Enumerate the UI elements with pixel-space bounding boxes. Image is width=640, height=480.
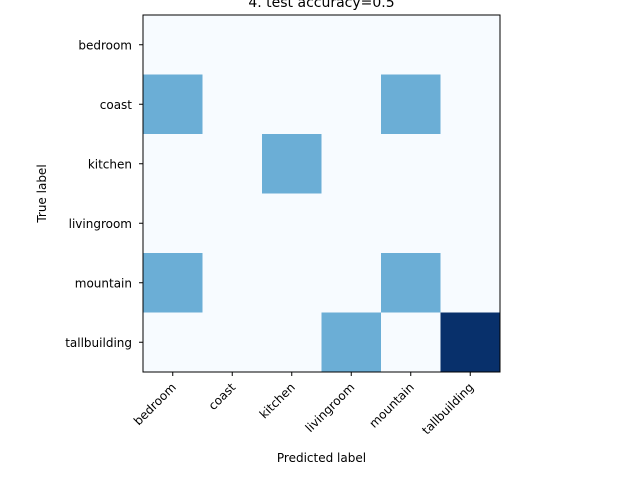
x-tick-label: bedroom: [131, 380, 179, 428]
chart-title: 4. test accuracy=0.5: [248, 0, 394, 11]
plot-frame: [142, 14, 501, 373]
heatmap-cell-coast-coast: [202, 74, 263, 135]
heatmap-cell-kitchen-kitchen: [262, 134, 322, 194]
heatmap-cell-mountain-livingroom: [321, 253, 382, 313]
heatmap-cell-tallbuilding-tallbuilding: [440, 312, 501, 373]
y-tick-label: livingroom: [69, 217, 132, 231]
y-tick-label: kitchen: [88, 157, 132, 171]
x-tick-label: mountain: [366, 380, 416, 430]
x-tick-label: tallbuilding: [419, 380, 476, 437]
heatmap-cell-kitchen-coast: [202, 134, 263, 194]
y-tick-label: tallbuilding: [65, 336, 132, 350]
heatmap-cell-bedroom-livingroom: [321, 15, 382, 75]
heatmap-cell-kitchen-tallbuilding: [440, 134, 501, 194]
heatmap-cell-bedroom-mountain: [381, 15, 441, 75]
heatmap-cell-bedroom-kitchen: [262, 15, 322, 75]
heatmap-cell-coast-mountain: [381, 74, 441, 135]
heatmap-cell-livingroom-mountain: [381, 193, 441, 254]
heatmap-cell-bedroom-tallbuilding: [440, 15, 501, 75]
y-tick-label: bedroom: [78, 38, 132, 52]
heatmap-cell-mountain-coast: [202, 253, 263, 313]
heatmap-cell-coast-tallbuilding: [440, 74, 501, 135]
heatmap-cell-kitchen-mountain: [381, 134, 441, 194]
x-axis-ticks: bedroom coast kitchen livingroom mountain tal…: [131, 372, 476, 437]
y-tick-label: coast: [100, 98, 133, 112]
y-axis-label: True label: [35, 164, 49, 223]
heatmap-cell-kitchen-livingroom: [321, 134, 382, 194]
x-tick-label: coast: [206, 380, 239, 413]
heatmap-cell-livingroom-livingroom: [321, 193, 382, 254]
heatmap-cell-coast-bedroom: [143, 74, 203, 135]
y-axis-ticks: bedroom coast kitchen livingroom mountain tal…: [65, 38, 143, 350]
heatmap-cell-tallbuilding-livingroom: [321, 312, 382, 373]
x-tick-label: kitchen: [257, 380, 298, 421]
heatmap-cells: [143, 15, 501, 373]
heatmap-cell-tallbuilding-coast: [202, 312, 263, 373]
heatmap-cell-tallbuilding-bedroom: [143, 312, 203, 373]
heatmap-cell-bedroom-coast: [202, 15, 263, 75]
heatmap-cell-bedroom-bedroom: [143, 15, 203, 75]
heatmap-cell-livingroom-coast: [202, 193, 263, 254]
heatmap-cell-coast-livingroom: [321, 74, 382, 135]
heatmap-cell-mountain-bedroom: [143, 253, 203, 313]
heatmap-cell-coast-kitchen: [262, 74, 322, 135]
heatmap-cell-mountain-kitchen: [262, 253, 322, 313]
x-tick-label: livingroom: [303, 380, 358, 435]
heatmap-cell-mountain-tallbuilding: [440, 253, 501, 313]
heatmap-cell-tallbuilding-mountain: [381, 312, 441, 373]
y-tick-label: mountain: [75, 276, 132, 290]
x-axis-label: Predicted label: [277, 451, 366, 465]
heatmap-cell-tallbuilding-kitchen: [262, 312, 322, 373]
heatmap-cell-livingroom-tallbuilding: [440, 193, 501, 254]
heatmap-cell-mountain-mountain: [381, 253, 441, 313]
heatmap-cell-livingroom-bedroom: [143, 193, 203, 254]
heatmap-cell-kitchen-bedroom: [143, 134, 203, 194]
heatmap-cell-livingroom-kitchen: [262, 193, 322, 254]
